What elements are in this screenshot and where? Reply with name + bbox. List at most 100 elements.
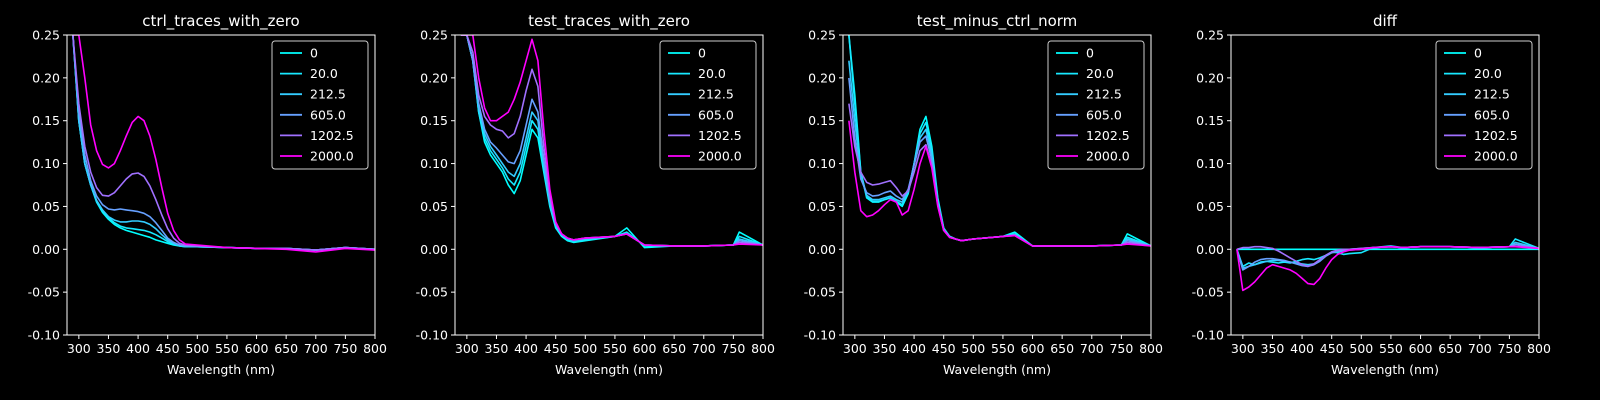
legend-label: 605.0: [310, 107, 346, 122]
chart-title: diff: [1373, 12, 1398, 30]
legend-label: 212.5: [310, 87, 346, 102]
x-tick-label: 300: [1231, 341, 1255, 356]
y-tick-label: 0.05: [1196, 199, 1224, 214]
legend: 0 20.0 212.5 605.0 1202.5 2000.0: [1047, 40, 1145, 170]
plot-frame: [66, 34, 376, 336]
legend-label: 212.5: [1474, 87, 1510, 102]
x-tick-label: 550: [1379, 341, 1403, 356]
y-tick-label: -0.05: [804, 285, 836, 300]
legend-label: 212.5: [698, 87, 734, 102]
legend-label: 20.0: [1086, 66, 1114, 81]
y-tick-label: 0.00: [32, 242, 60, 257]
legend-label: 20.0: [310, 66, 338, 81]
x-tick-label: 350: [1261, 341, 1285, 356]
chart-panel-1: -0.10 -0.05 0.00 0.05 0.10 0.15 0.20 0.25 300 350…: [28, 12, 387, 377]
x-tick-label: 700: [692, 341, 716, 356]
plot-frame: [842, 34, 1152, 336]
y-tick-label: 0.25: [420, 28, 448, 43]
y-tick-label: -0.10: [416, 328, 448, 343]
x-axis-label: Wavelength (nm): [943, 362, 1051, 377]
y-tick-label: 0.20: [808, 70, 836, 85]
legend: 0 20.0 212.5 605.0 1202.5 2000.0: [659, 40, 757, 170]
x-tick-label: 600: [1021, 341, 1045, 356]
y-tick-label: 0.15: [420, 113, 448, 128]
y-tick-label: -0.10: [28, 328, 60, 343]
y-tick-label: 0.00: [420, 242, 448, 257]
y-tick-label: 0.20: [32, 70, 60, 85]
x-axis-label: Wavelength (nm): [167, 362, 275, 377]
x-tick-label: 400: [126, 341, 150, 356]
legend-label: 1202.5: [1086, 128, 1130, 143]
x-tick-label: 500: [1349, 341, 1373, 356]
chart-title: test_traces_with_zero: [528, 12, 690, 31]
x-tick-label: 350: [873, 341, 897, 356]
y-tick-label: 0.10: [808, 156, 836, 171]
chart-panel-3: -0.10 -0.05 0.00 0.05 0.10 0.15 0.20 0.25 300 350…: [804, 12, 1163, 377]
y-tick-label: 0.00: [1196, 242, 1224, 257]
y-tick-label: -0.05: [416, 285, 448, 300]
x-tick-label: 650: [1050, 341, 1074, 356]
legend-label: 2000.0: [698, 149, 742, 164]
x-tick-label: 450: [156, 341, 180, 356]
y-tick-label: 0.10: [32, 156, 60, 171]
legend: 0 20.0 212.5 605.0 1202.5 2000.0: [271, 40, 369, 170]
chart-panel-4: -0.10 -0.05 0.00 0.05 0.10 0.15 0.20 0.25 300 350…: [1192, 12, 1551, 377]
x-tick-label: 550: [603, 341, 627, 356]
y-tick-label: 0.05: [808, 199, 836, 214]
y-tick-label: 0.15: [1196, 113, 1224, 128]
x-tick-label: 300: [843, 341, 867, 356]
plot-frame: [454, 34, 764, 336]
legend-label: 1202.5: [310, 128, 354, 143]
y-tick-label: 0.05: [420, 199, 448, 214]
x-tick-label: 450: [1320, 341, 1344, 356]
chart-title: test_minus_ctrl_norm: [917, 12, 1078, 31]
y-tick-label: 0.20: [1196, 70, 1224, 85]
y-tick-label: 0.25: [1196, 28, 1224, 43]
x-tick-label: 600: [633, 341, 657, 356]
x-tick-label: 400: [514, 341, 538, 356]
x-tick-label: 300: [67, 341, 91, 356]
y-tick-label: 0.15: [808, 113, 836, 128]
legend-label: 2000.0: [1086, 149, 1130, 164]
x-tick-label: 750: [1497, 341, 1521, 356]
legend-label: 605.0: [1474, 107, 1510, 122]
x-tick-label: 800: [751, 341, 775, 356]
legend-label: 0: [310, 46, 318, 61]
x-tick-label: 500: [185, 341, 209, 356]
y-tick-label: -0.05: [1192, 285, 1224, 300]
legend-label: 0: [1474, 46, 1482, 61]
x-tick-label: 350: [97, 341, 121, 356]
series-line-6: [1236, 245, 1539, 292]
legend-label: 20.0: [698, 66, 726, 81]
x-tick-label: 750: [333, 341, 357, 356]
series-line-6: [460, 35, 763, 247]
chart-panel-2: -0.10 -0.05 0.00 0.05 0.10 0.15 0.20 0.25 300 350…: [416, 12, 775, 377]
y-tick-label: 0.05: [32, 199, 60, 214]
x-tick-label: 550: [991, 341, 1015, 356]
y-tick-label: 0.15: [32, 113, 60, 128]
x-tick-label: 800: [363, 341, 387, 356]
y-tick-label: 0.00: [808, 242, 836, 257]
x-tick-label: 650: [274, 341, 298, 356]
legend: 0 20.0 212.5 605.0 1202.5 2000.0: [1435, 40, 1533, 170]
chart-title: ctrl_traces_with_zero: [142, 12, 299, 31]
legend-label: 605.0: [698, 107, 734, 122]
x-tick-label: 700: [304, 341, 328, 356]
plot-frame: [1230, 34, 1540, 336]
legend-label: 1202.5: [1474, 128, 1518, 143]
legend-label: 0: [698, 46, 706, 61]
y-tick-label: 0.10: [1196, 156, 1224, 171]
x-tick-label: 700: [1080, 341, 1104, 356]
x-tick-label: 600: [1409, 341, 1433, 356]
x-tick-label: 800: [1527, 341, 1551, 356]
series-line-6: [72, 35, 375, 253]
y-tick-label: 0.25: [32, 28, 60, 43]
legend-label: 0: [1086, 46, 1094, 61]
x-tick-label: 750: [721, 341, 745, 356]
x-tick-label: 800: [1139, 341, 1163, 356]
y-tick-label: 0.10: [420, 156, 448, 171]
x-tick-label: 550: [215, 341, 239, 356]
legend-label: 212.5: [1086, 87, 1122, 102]
legend-label: 20.0: [1474, 66, 1502, 81]
